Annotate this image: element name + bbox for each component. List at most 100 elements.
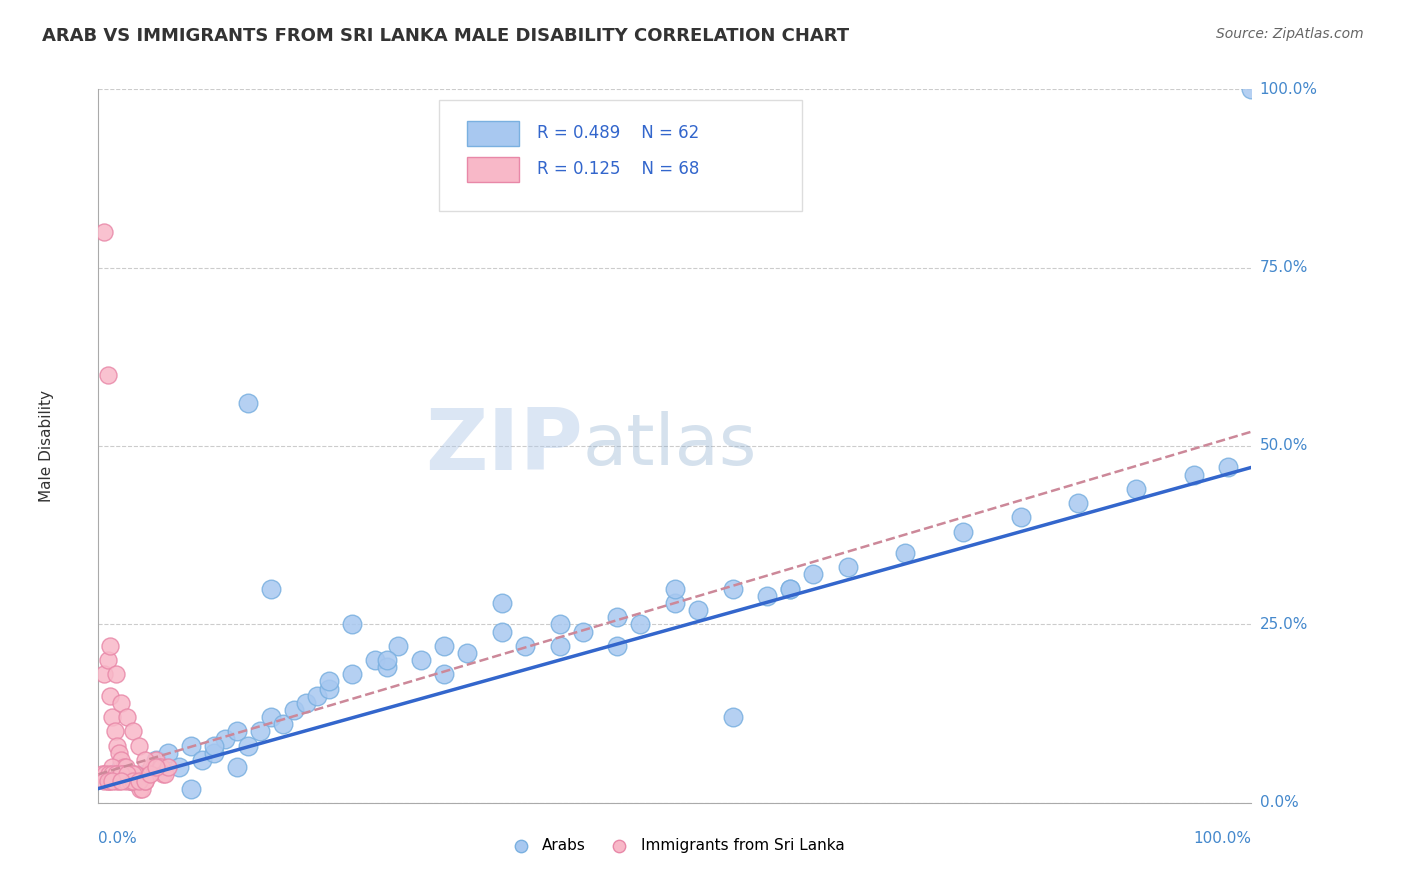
- Point: [103, 724, 125, 739]
- Point: [134, 753, 156, 767]
- Point: [142, 760, 165, 774]
- Point: [110, 767, 132, 781]
- Point: [94, 767, 117, 781]
- Point: [801, 567, 824, 582]
- Point: [101, 774, 124, 789]
- Point: [98, 639, 121, 653]
- Point: [134, 774, 156, 789]
- Point: [548, 639, 571, 653]
- Point: [686, 603, 709, 617]
- Point: [513, 639, 536, 653]
- Point: [571, 624, 593, 639]
- Point: [375, 653, 398, 667]
- FancyBboxPatch shape: [467, 157, 519, 182]
- Point: [411, 653, 433, 667]
- Point: [225, 760, 247, 774]
- Point: [433, 667, 456, 681]
- Point: [149, 760, 172, 774]
- Point: [122, 774, 145, 789]
- Point: [375, 660, 398, 674]
- Point: [111, 767, 134, 781]
- Text: 75.0%: 75.0%: [1260, 260, 1308, 275]
- Point: [97, 774, 120, 789]
- Point: [894, 546, 917, 560]
- Point: [283, 703, 305, 717]
- Point: [340, 617, 363, 632]
- FancyBboxPatch shape: [439, 100, 801, 211]
- Point: [93, 774, 115, 789]
- Point: [110, 774, 132, 789]
- Point: [122, 774, 145, 789]
- Point: [1010, 510, 1032, 524]
- Point: [548, 617, 571, 632]
- Point: [779, 582, 801, 596]
- Point: [110, 753, 132, 767]
- Point: [135, 767, 157, 781]
- Point: [117, 710, 138, 724]
- Point: [180, 739, 202, 753]
- Point: [340, 667, 363, 681]
- Point: [1125, 482, 1147, 496]
- Point: [93, 667, 115, 681]
- Point: [145, 753, 167, 767]
- Point: [98, 689, 121, 703]
- Text: ARAB VS IMMIGRANTS FROM SRI LANKA MALE DISABILITY CORRELATION CHART: ARAB VS IMMIGRANTS FROM SRI LANKA MALE D…: [42, 27, 849, 45]
- Point: [97, 774, 120, 789]
- Text: Source: ZipAtlas.com: Source: ZipAtlas.com: [1216, 27, 1364, 41]
- Point: [138, 767, 160, 781]
- Point: [108, 774, 131, 789]
- Point: [134, 774, 156, 789]
- Point: [120, 774, 142, 789]
- Text: 25.0%: 25.0%: [1260, 617, 1308, 632]
- Point: [318, 674, 340, 689]
- Point: [249, 724, 271, 739]
- Point: [238, 739, 260, 753]
- Point: [134, 767, 156, 781]
- Point: [167, 760, 190, 774]
- Point: [110, 760, 132, 774]
- Point: [104, 667, 127, 681]
- Point: [628, 617, 651, 632]
- Point: [156, 746, 179, 760]
- Point: [260, 710, 283, 724]
- Point: [152, 767, 174, 781]
- Point: [664, 582, 686, 596]
- Point: [260, 582, 283, 596]
- Point: [779, 582, 801, 596]
- Point: [214, 731, 236, 746]
- Point: [115, 767, 138, 781]
- Point: [124, 767, 146, 781]
- Point: [456, 646, 478, 660]
- Point: [1067, 496, 1090, 510]
- FancyBboxPatch shape: [467, 121, 519, 146]
- Point: [756, 589, 779, 603]
- Point: [145, 753, 167, 767]
- Point: [155, 767, 177, 781]
- Point: [120, 774, 142, 789]
- Point: [837, 560, 859, 574]
- Point: [117, 767, 138, 781]
- Point: [141, 760, 163, 774]
- Point: [128, 739, 150, 753]
- Point: [1240, 82, 1263, 96]
- Point: [318, 681, 340, 696]
- Point: [110, 767, 132, 781]
- Text: atlas: atlas: [582, 411, 756, 481]
- Point: [721, 710, 744, 724]
- Text: 50.0%: 50.0%: [1260, 439, 1308, 453]
- Point: [271, 717, 294, 731]
- Point: [606, 639, 628, 653]
- Point: [97, 767, 120, 781]
- Point: [122, 767, 145, 781]
- Point: [90, 767, 112, 781]
- Text: 100.0%: 100.0%: [1260, 82, 1317, 96]
- Point: [721, 582, 744, 596]
- Point: [1182, 467, 1205, 482]
- Point: [115, 760, 138, 774]
- Point: [117, 767, 139, 781]
- Point: [110, 696, 132, 710]
- Point: [225, 724, 247, 739]
- Point: [101, 710, 124, 724]
- Point: [115, 774, 138, 789]
- Point: [952, 524, 974, 539]
